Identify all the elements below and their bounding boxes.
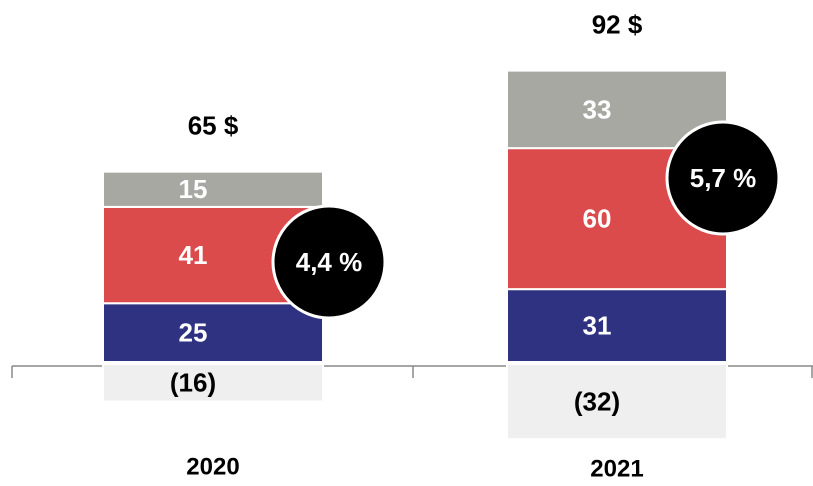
data-label: 25	[179, 318, 208, 348]
data-label: 15	[179, 174, 208, 204]
total-label: 65 $	[188, 111, 239, 141]
data-label: 41	[179, 240, 208, 270]
bar-segment	[506, 363, 728, 441]
x-tick-label: 2021	[590, 455, 643, 482]
total-label: 92 $	[592, 9, 643, 39]
bar-segment	[102, 363, 324, 403]
bar-segment	[102, 170, 324, 208]
x-tick-label: 2020	[186, 453, 239, 480]
bar-segment	[506, 288, 728, 363]
data-label: 60	[583, 204, 612, 234]
badge-label: 4,4 %	[296, 247, 363, 277]
data-label: (32)	[574, 386, 620, 416]
bar-segment	[102, 302, 324, 363]
data-label: 31	[583, 310, 612, 340]
data-label: 33	[583, 94, 612, 124]
data-label: (16)	[170, 368, 216, 398]
badge-label: 5,7 %	[690, 163, 757, 193]
badge	[271, 204, 387, 320]
badge	[665, 120, 781, 236]
